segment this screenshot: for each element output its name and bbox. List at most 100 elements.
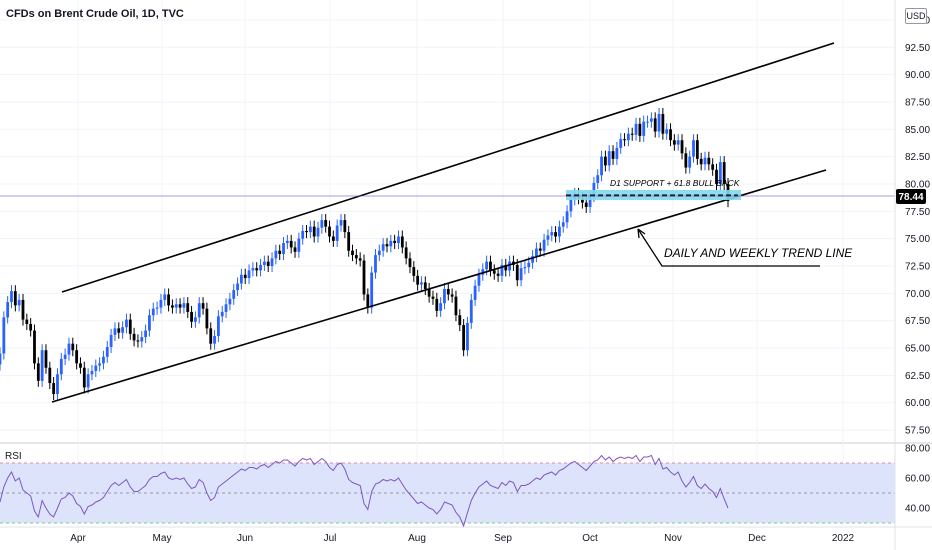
chart-title: CFDs on Brent Crude Oil, 1D, TVC: [6, 8, 184, 20]
candle-body: [661, 113, 665, 134]
candle-body: [328, 226, 331, 237]
candle-body: [366, 294, 370, 308]
candle-body: [603, 156, 607, 166]
candle-body: [266, 261, 270, 267]
candle-body: [29, 323, 33, 331]
candle-body: [17, 299, 21, 306]
candle-body: [75, 350, 79, 364]
candle-body: [565, 211, 569, 223]
rsi-tick-label: 60.00: [905, 474, 930, 485]
candle-body: [117, 328, 121, 333]
candle-body: [278, 250, 282, 254]
candle-body: [13, 291, 17, 306]
candle-body: [584, 202, 588, 207]
time-axis[interactable]: Apr May Jun Jul Aug Sep Oct Nov Dec 2022: [70, 533, 854, 544]
time-tick-label: Jun: [237, 533, 253, 544]
candle-body: [416, 275, 420, 285]
candle-body: [301, 231, 305, 239]
price-tick-label: 70.00: [905, 289, 930, 300]
candle-body: [423, 282, 427, 289]
candle-body: [623, 139, 626, 141]
grid: [0, 0, 932, 528]
candle-body: [519, 268, 523, 281]
candle-body: [201, 303, 205, 309]
candle-body: [86, 374, 90, 388]
candle-body: [669, 129, 672, 141]
candle-body: [186, 303, 190, 312]
time-tick-label: Aug: [408, 533, 426, 544]
time-tick-label: Jul: [324, 533, 337, 544]
candle-body: [194, 317, 197, 322]
support-zone[interactable]: [566, 190, 741, 200]
candle-body: [190, 311, 193, 322]
candle-body: [79, 363, 82, 368]
candle-body: [718, 162, 722, 184]
candle-body: [619, 139, 623, 148]
candle-body: [213, 336, 216, 344]
candle-body: [224, 304, 228, 312]
candle-body: [607, 151, 611, 166]
candle-body: [289, 240, 293, 248]
candle-body: [596, 175, 600, 183]
candle-body: [370, 272, 374, 308]
candle-body: [404, 247, 408, 259]
candle-body: [10, 291, 13, 303]
price-tick-label: 92.50: [905, 43, 930, 54]
candle-body: [492, 270, 496, 274]
candle-body: [657, 113, 661, 132]
candle-body: [105, 346, 109, 357]
candle-body: [500, 264, 504, 276]
price-tick-label: 60.00: [905, 398, 930, 409]
candle-body: [588, 196, 592, 207]
candle-body: [171, 305, 174, 308]
candle-body: [121, 327, 125, 333]
candle-body: [270, 258, 274, 267]
candle-body: [343, 220, 347, 233]
lower-channel-line[interactable]: [51, 169, 827, 403]
drawings: D1 SUPPORT + 61.8 BULL BACK DAILY AND WE…: [0, 42, 895, 403]
candle-body: [630, 133, 634, 135]
candles: [0, 107, 730, 400]
trend-arrow-head: [637, 228, 646, 239]
candle-body: [132, 333, 136, 341]
price-axis[interactable]: 95.0092.5090.0087.5085.0082.5080.0077.50…: [894, 0, 930, 550]
candle-body: [435, 298, 439, 311]
candle-body: [239, 274, 243, 284]
candle-body: [285, 240, 289, 244]
candle-body: [692, 140, 695, 157]
candle-body: [715, 169, 718, 184]
candle-body: [515, 264, 519, 281]
trend-arrow[interactable]: [637, 228, 820, 267]
candle-body: [711, 164, 715, 170]
candle-body: [274, 250, 278, 259]
candle-body: [374, 255, 377, 273]
candle-body: [481, 269, 485, 275]
candle-body: [504, 264, 508, 271]
candle-body: [71, 343, 75, 351]
candle-body: [174, 304, 178, 308]
candle-body: [293, 247, 297, 252]
candle-body: [684, 153, 688, 168]
candle-body: [331, 236, 335, 241]
candle-body: [21, 299, 25, 320]
candle-body: [228, 298, 232, 305]
last-price-label: 78.44: [898, 192, 923, 203]
candle-body: [255, 268, 259, 271]
candle-body: [2, 317, 6, 354]
candle-body: [6, 302, 10, 318]
candle-body: [324, 220, 328, 227]
candle-body: [308, 226, 312, 233]
upper-channel-line[interactable]: [61, 42, 835, 293]
candle-body: [0, 353, 2, 365]
candle-body: [546, 235, 550, 240]
candle-body: [676, 140, 680, 145]
candle-body: [220, 311, 224, 317]
candle-body: [408, 258, 412, 268]
candle-body: [527, 262, 531, 268]
candle-body: [25, 319, 29, 324]
candle-body: [477, 274, 481, 286]
currency-button[interactable]: USD: [905, 8, 927, 24]
candle-body: [56, 374, 59, 394]
candle-body: [531, 256, 534, 263]
price-tick-label: 62.50: [905, 371, 930, 382]
